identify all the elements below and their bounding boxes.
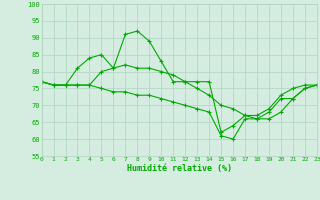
X-axis label: Humidité relative (%): Humidité relative (%)	[127, 164, 232, 173]
